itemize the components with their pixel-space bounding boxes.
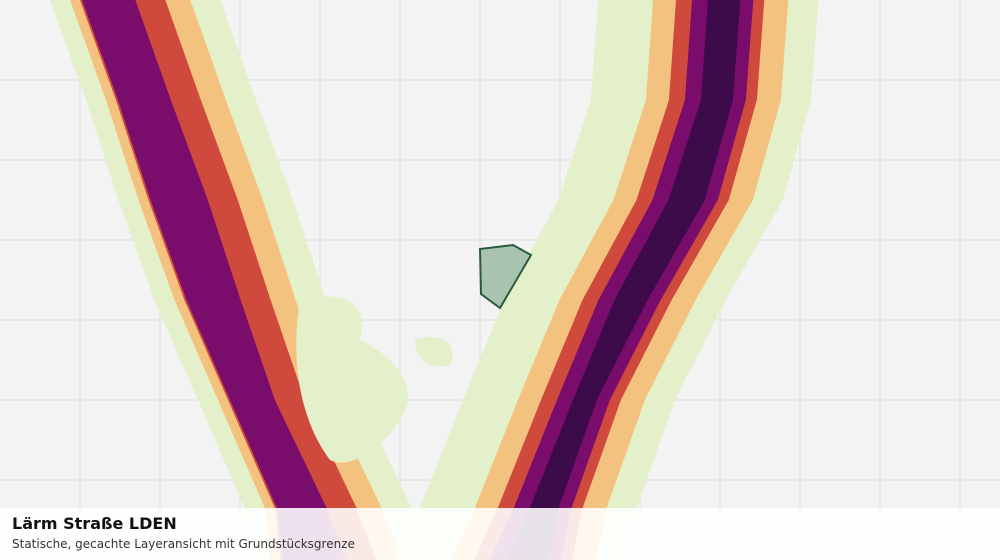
noise-band (489, 0, 754, 560)
caption-panel: Lärm Straße LDEN Statische, gecachte Lay… (0, 508, 1000, 560)
noise-area (415, 336, 453, 367)
noise-area (543, 241, 560, 263)
layer-subtitle: Statische, gecachte Layeransicht mit Gru… (12, 537, 355, 551)
layer-title: Lärm Straße LDEN (12, 514, 177, 533)
parcel-boundary (478, 243, 533, 310)
noise-band (505, 0, 741, 560)
noise-area (296, 296, 408, 463)
noise-band (82, 0, 346, 560)
